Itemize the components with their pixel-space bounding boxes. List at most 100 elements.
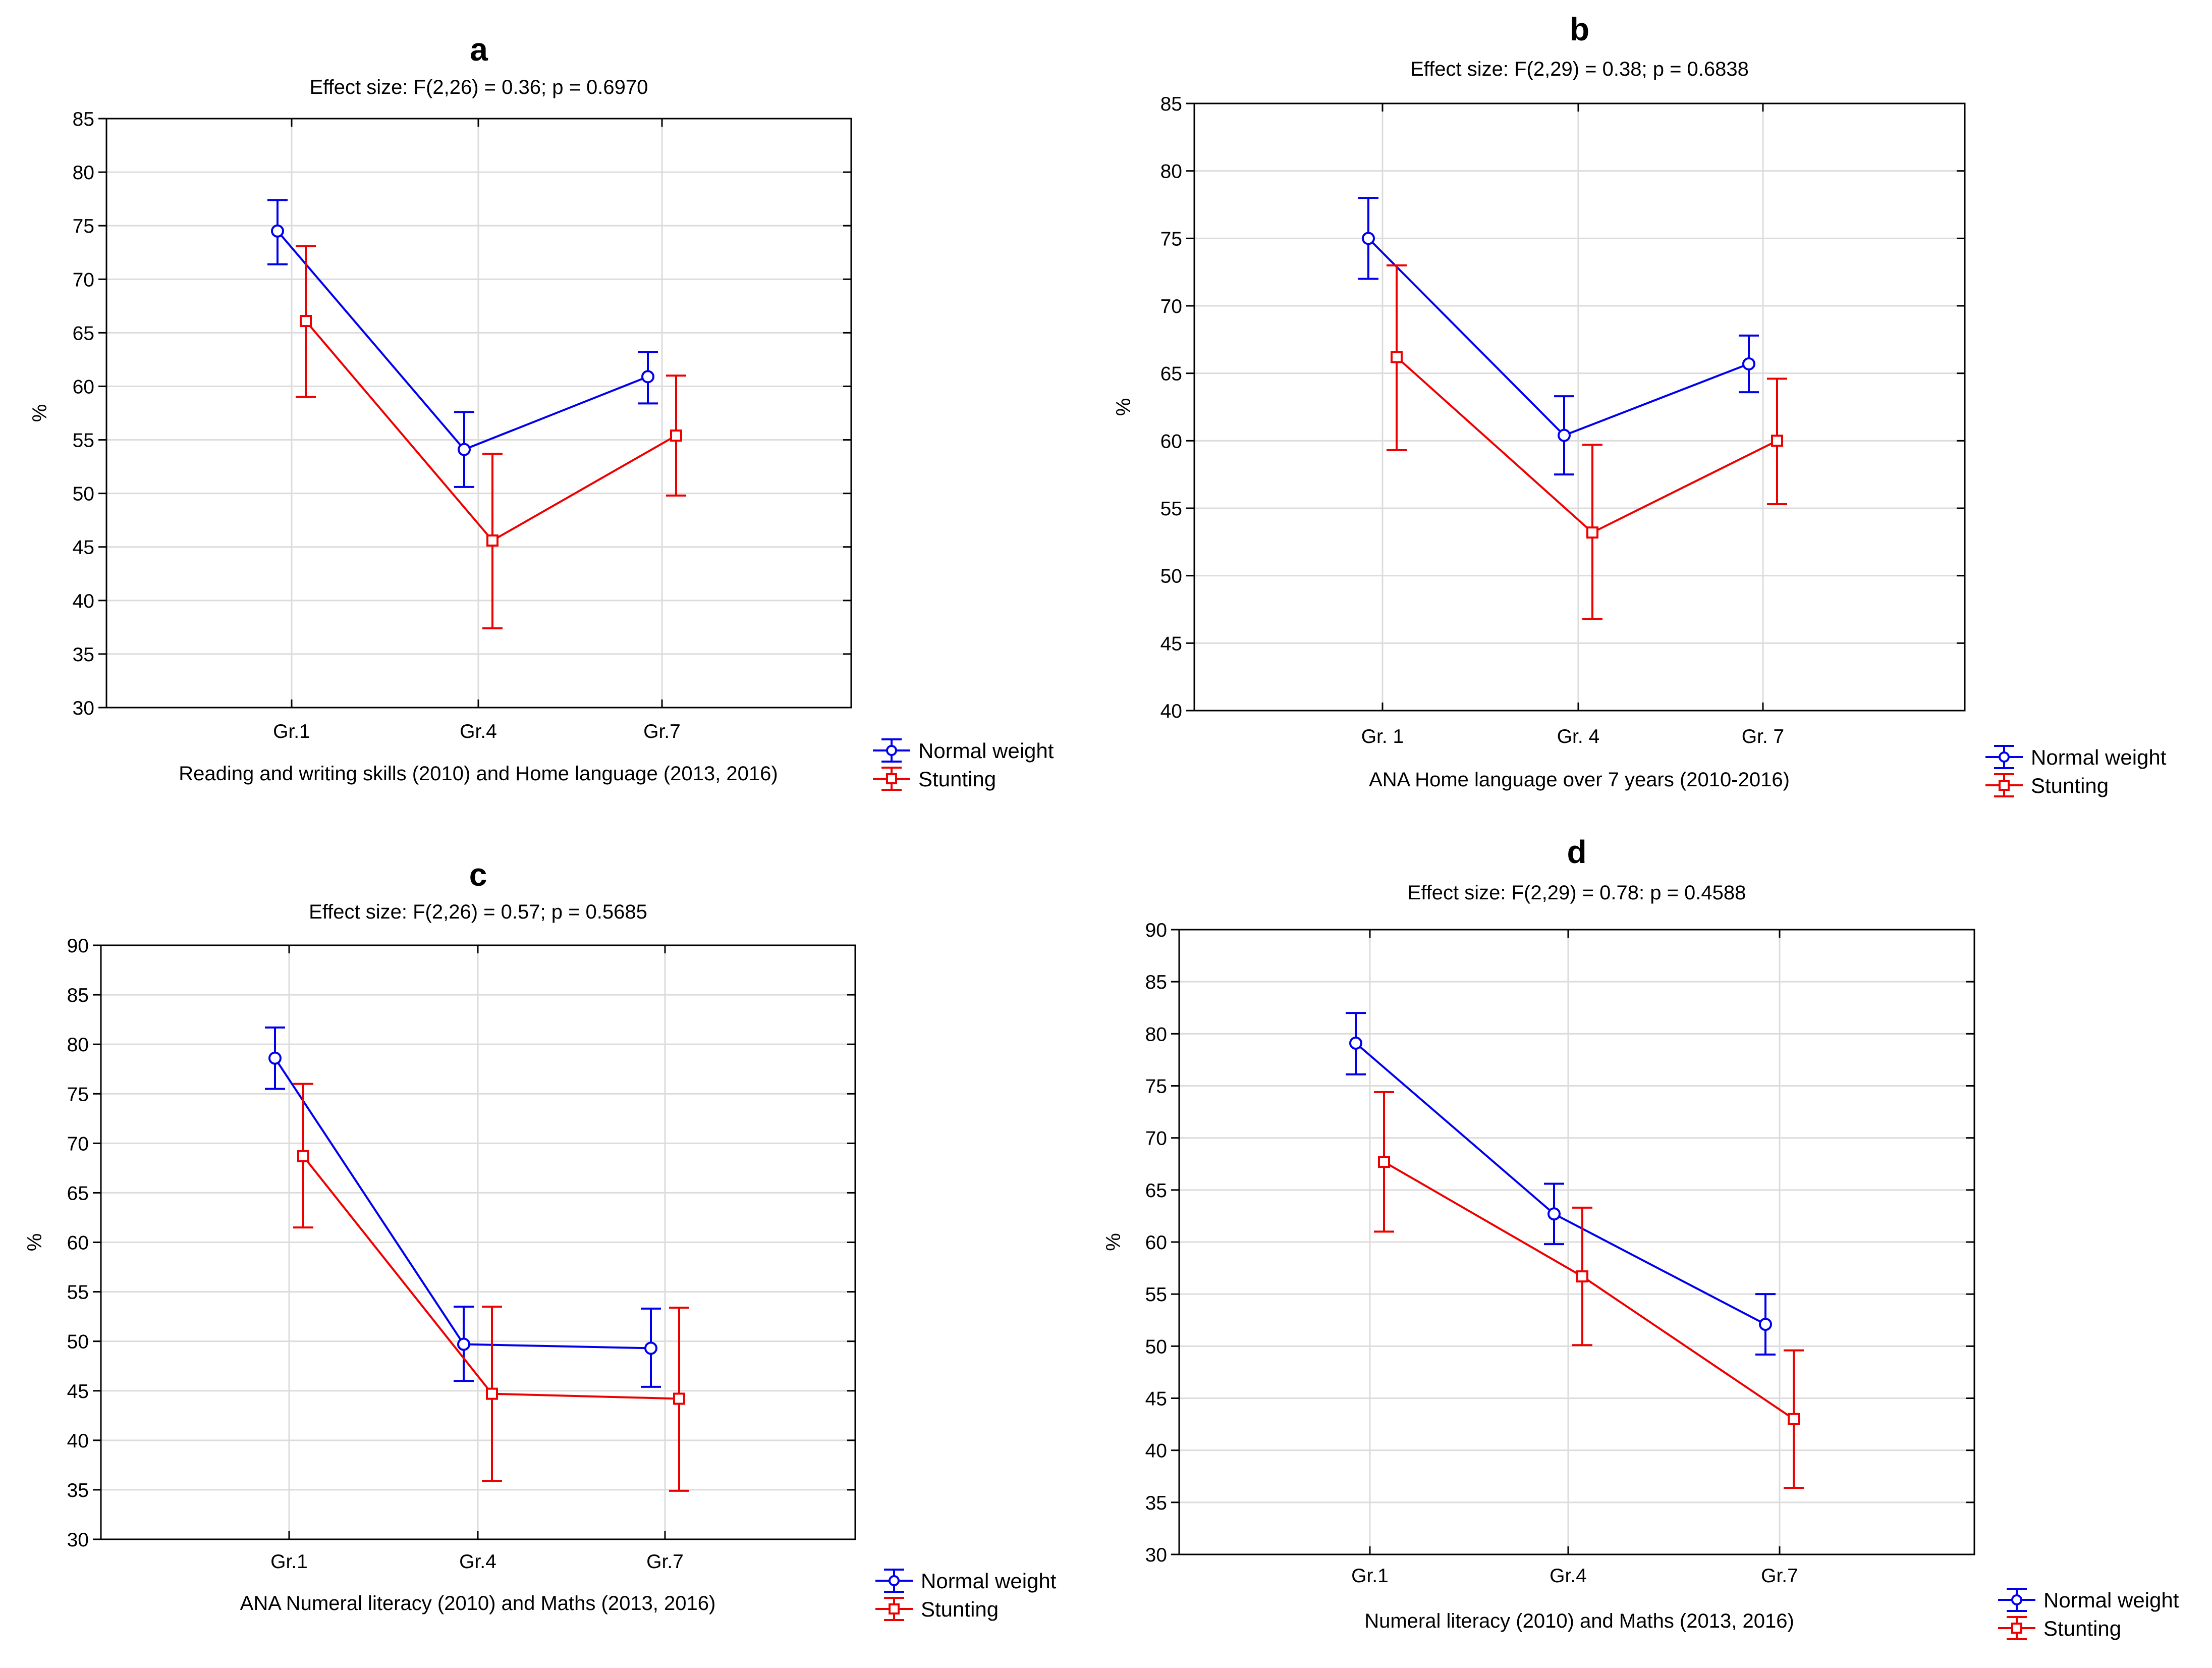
series-stunting	[293, 1083, 689, 1492]
x-tick-label: Gr.1	[270, 1551, 308, 1573]
legend-label-stunting: Stunting	[921, 1597, 999, 1621]
y-tick-label: 65	[67, 1182, 89, 1204]
x-tick-label: Gr. 7	[1742, 726, 1785, 747]
panel-letter: b	[1570, 11, 1589, 47]
legend-marker-normal	[2011, 1594, 2022, 1605]
data-point	[644, 1341, 657, 1355]
y-tick-label: 70	[1160, 296, 1182, 317]
y-tick-label: 30	[73, 697, 94, 719]
y-tick-label: 45	[67, 1381, 89, 1403]
data-point	[486, 1387, 498, 1400]
y-axis-label: %	[29, 404, 51, 422]
series-line	[1367, 237, 1749, 437]
y-tick-label: 60	[73, 376, 94, 398]
legend-label-stunting: Stunting	[918, 767, 996, 791]
data-point	[641, 370, 654, 384]
x-axis-label: Numeral literacy (2010) and Maths (2013,…	[1364, 1610, 1794, 1632]
series-line	[1383, 1161, 1795, 1420]
y-tick-label: 90	[67, 935, 89, 957]
legend-label-normal: Normal weight	[921, 1569, 1057, 1593]
y-tick-label: 45	[73, 537, 94, 559]
y-tick-label: 30	[67, 1529, 89, 1551]
data-point	[1362, 232, 1375, 245]
series-normal-weight	[1358, 197, 1759, 476]
chart-subtitle: Effect size: F(2,29) = 0.78: p = 0.4588	[1408, 882, 1746, 904]
data-point	[300, 315, 312, 328]
legend-label-stunting: Stunting	[2031, 774, 2109, 797]
y-tick-label: 40	[1145, 1440, 1167, 1462]
panel-letter: a	[470, 31, 488, 68]
series-line	[274, 1057, 651, 1350]
y-tick-label: 40	[1160, 701, 1182, 722]
y-tick-label: 50	[1160, 566, 1182, 587]
series-stunting	[1387, 264, 1787, 620]
legend-label-normal: Normal weight	[2031, 745, 2167, 769]
y-tick-label: 80	[67, 1034, 89, 1056]
x-tick-label: Gr. 1	[1361, 726, 1404, 747]
y-axis-label: %	[24, 1233, 46, 1252]
x-tick-label: Gr.7	[646, 1551, 684, 1573]
panel-letter: c	[469, 856, 487, 893]
y-tick-label: 75	[67, 1084, 89, 1105]
y-tick-label: 55	[67, 1282, 89, 1304]
series-normal-weight	[265, 1026, 661, 1388]
data-point	[297, 1150, 309, 1162]
y-tick-label: 70	[1145, 1128, 1167, 1150]
y-tick-label: 45	[1160, 633, 1182, 655]
y-tick-label: 65	[1160, 363, 1182, 385]
data-point	[670, 429, 682, 442]
y-tick-label: 40	[67, 1430, 89, 1452]
y-tick-label: 80	[1160, 161, 1182, 183]
legend-marker-stunting	[889, 1603, 900, 1615]
legend: Normal weight Stunting	[1985, 745, 2167, 797]
plot-frame	[1193, 102, 1966, 712]
y-tick-label: 90	[1145, 920, 1167, 941]
y-tick-label: 60	[1145, 1232, 1167, 1254]
chart-subtitle: Effect size: F(2,26) = 0.57; p = 0.5685	[309, 901, 647, 923]
series-normal-weight	[267, 199, 658, 488]
data-point	[673, 1392, 685, 1405]
x-axis-label: Reading and writing skills (2010) and Ho…	[179, 763, 778, 785]
y-tick-label: 60	[1160, 431, 1182, 452]
data-point	[1391, 351, 1403, 363]
x-tick-label: Gr.7	[643, 721, 681, 742]
series-stunting	[1374, 1091, 1804, 1489]
x-tick-label: Gr.1	[1351, 1565, 1389, 1587]
data-point	[1576, 1270, 1588, 1283]
y-tick-label: 70	[73, 269, 94, 291]
y-tick-label: 50	[73, 483, 94, 505]
data-point	[458, 443, 471, 456]
y-tick-label: 40	[73, 590, 94, 612]
data-point	[268, 1051, 282, 1065]
data-point	[1349, 1036, 1362, 1050]
y-axis-label: %	[1113, 398, 1135, 416]
legend: Normal weight Stunting	[1998, 1588, 2179, 1640]
legend-label-normal: Normal weight	[2043, 1588, 2179, 1612]
y-tick-label: 30	[1145, 1544, 1167, 1566]
chart-subtitle: Effect size: F(2,29) = 0.38; p = 0.6838	[1410, 58, 1749, 80]
series-stunting	[296, 245, 686, 629]
legend-marker-normal	[886, 745, 897, 756]
legend: Normal weight Stunting	[873, 738, 1054, 791]
y-tick-label: 65	[1145, 1180, 1167, 1202]
data-point	[1742, 357, 1755, 370]
data-point	[271, 224, 284, 238]
data-point	[1771, 435, 1783, 447]
chart-panel-b: b Effect size: F(2,29) = 0.38; p = 0.6838…	[1113, 11, 2167, 797]
y-tick-label: 35	[67, 1480, 89, 1501]
legend-marker-normal	[1999, 751, 2010, 763]
x-axis-label: ANA Numeral literacy (2010) and Maths (2…	[240, 1592, 716, 1615]
y-tick-label: 75	[1145, 1076, 1167, 1098]
y-tick-label: 80	[1145, 1024, 1167, 1045]
x-tick-label: Gr.7	[1761, 1565, 1798, 1587]
chart-subtitle: Effect size: F(2,26) = 0.36; p = 0.6970	[310, 76, 648, 98]
y-tick-label: 85	[1160, 93, 1182, 115]
data-point	[1378, 1156, 1390, 1168]
legend-label-stunting: Stunting	[2043, 1617, 2121, 1640]
legend: Normal weight Stunting	[875, 1569, 1057, 1621]
data-point	[1586, 526, 1598, 539]
legend-marker-stunting	[886, 773, 897, 784]
y-tick-label: 75	[73, 216, 94, 237]
y-axis-label: %	[1102, 1233, 1125, 1251]
y-tick-label: 65	[73, 322, 94, 344]
